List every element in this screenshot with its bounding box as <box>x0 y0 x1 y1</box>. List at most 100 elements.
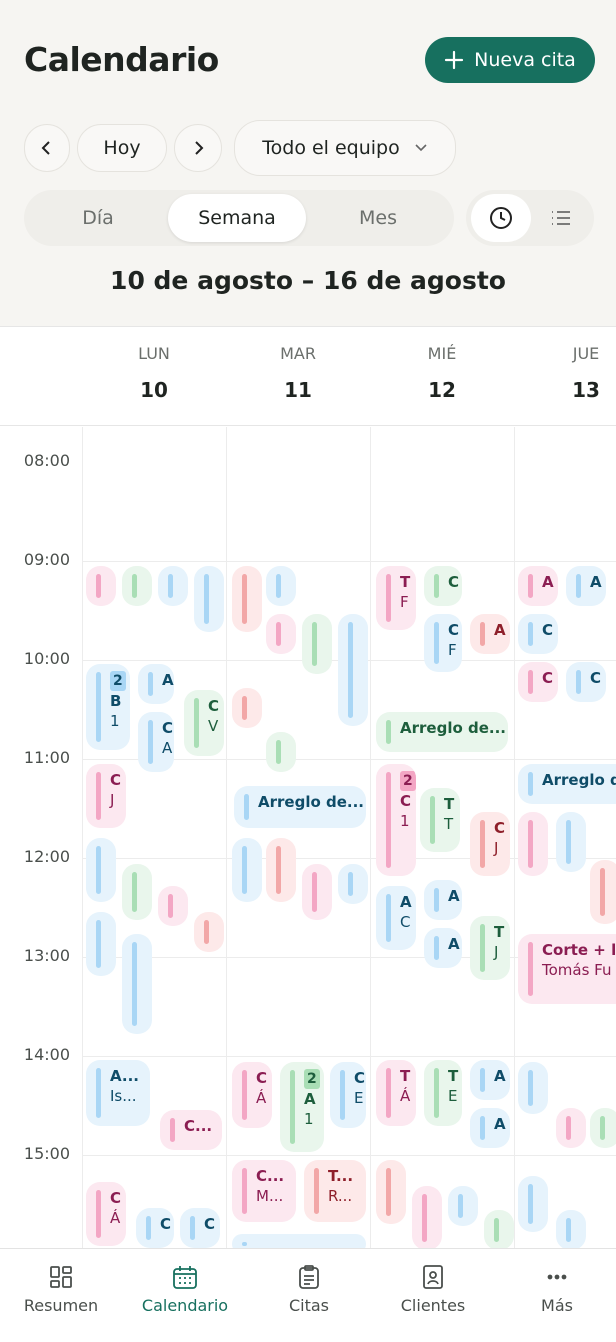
event-block[interactable] <box>556 1108 586 1148</box>
event[interactable]: C <box>518 614 558 654</box>
event-bar <box>204 920 209 944</box>
event-bar <box>480 924 485 972</box>
event-block[interactable] <box>232 688 262 728</box>
event[interactable]: A <box>470 1108 510 1148</box>
event-block[interactable] <box>232 566 262 632</box>
view-week[interactable]: Semana <box>168 194 306 242</box>
event[interactable]: A <box>566 566 606 606</box>
today-button[interactable]: Hoy <box>77 124 167 172</box>
event-block[interactable] <box>232 838 262 902</box>
event-block[interactable] <box>194 912 224 952</box>
nav-item[interactable]: Calendario <box>125 1264 245 1315</box>
event-text: A <box>494 621 506 639</box>
event-block[interactable] <box>302 614 332 674</box>
event[interactable]: T... R... <box>304 1160 366 1222</box>
event[interactable]: C... M... <box>232 1160 296 1222</box>
event-block[interactable] <box>302 864 332 920</box>
event-block[interactable] <box>518 812 548 876</box>
event[interactable]: A <box>518 566 558 606</box>
event-block[interactable] <box>266 566 296 606</box>
view-month[interactable]: Mes <box>359 207 397 229</box>
event-block[interactable] <box>448 1186 478 1226</box>
event[interactable]: Arreglo de... <box>376 712 508 752</box>
event-block[interactable] <box>590 860 616 924</box>
event[interactable]: Corte + la Tomás Fu <box>518 934 616 1004</box>
event-block[interactable] <box>556 812 586 872</box>
next-button[interactable] <box>174 124 222 172</box>
event[interactable]: C <box>180 1208 220 1248</box>
event-block[interactable] <box>412 1186 442 1248</box>
event-text: A <box>162 671 174 689</box>
event-text: T <box>494 923 505 941</box>
day-number: 13 <box>572 378 600 402</box>
event-block[interactable] <box>158 886 188 926</box>
event[interactable]: A <box>470 1060 510 1100</box>
event-block[interactable] <box>122 864 152 920</box>
new-appointment-button[interactable]: Nueva cita <box>425 37 595 83</box>
event-block[interactable] <box>266 732 296 772</box>
event-block[interactable] <box>556 1210 586 1248</box>
event-block[interactable] <box>266 614 296 654</box>
prev-button[interactable] <box>24 124 70 172</box>
event-block[interactable] <box>122 934 152 1034</box>
event-block[interactable] <box>122 566 152 606</box>
event-block[interactable] <box>590 1108 616 1148</box>
event-block[interactable] <box>338 614 368 726</box>
clock-mode[interactable] <box>471 194 531 242</box>
event[interactable]: A... Is... <box>86 1060 150 1126</box>
day-number: 11 <box>284 378 312 402</box>
event-block[interactable] <box>338 864 368 904</box>
team-select[interactable]: Todo el equipo <box>234 120 456 176</box>
event-block[interactable] <box>518 1176 548 1232</box>
event-block[interactable] <box>86 912 116 976</box>
event-block[interactable] <box>86 566 116 606</box>
event-bar <box>168 574 173 598</box>
event-block[interactable] <box>266 838 296 902</box>
event-bar <box>576 670 581 694</box>
event-block[interactable] <box>376 1160 406 1224</box>
event-bar <box>276 846 281 894</box>
event[interactable]: C <box>136 1208 174 1248</box>
event[interactable]: A <box>470 614 510 654</box>
event[interactable]: A <box>138 664 174 704</box>
view-day[interactable]: Día <box>82 207 114 229</box>
event-block[interactable] <box>232 1234 366 1248</box>
event[interactable]: A <box>424 880 462 920</box>
nav-item[interactable]: Más <box>497 1264 616 1315</box>
event[interactable]: C <box>424 566 462 606</box>
list-mode[interactable] <box>536 194 586 242</box>
event[interactable]: Arreglo de... <box>234 786 366 828</box>
event-block[interactable] <box>518 1062 548 1114</box>
event-text: V <box>208 717 219 735</box>
nav-item[interactable]: Clientes <box>373 1264 493 1315</box>
event[interactable]: A <box>424 928 462 968</box>
event-block[interactable] <box>194 566 224 632</box>
nav-item[interactable]: Resumen <box>1 1264 121 1315</box>
event[interactable]: C <box>566 662 606 702</box>
event-block[interactable] <box>484 1210 514 1248</box>
event[interactable]: C... <box>160 1110 222 1150</box>
event-block[interactable] <box>86 838 116 902</box>
hour-line <box>82 561 616 562</box>
event[interactable]: C <box>518 662 558 702</box>
event[interactable]: Arreglo d <box>518 764 616 804</box>
nav-item[interactable]: Citas <box>249 1264 369 1315</box>
event-block[interactable] <box>158 566 188 606</box>
